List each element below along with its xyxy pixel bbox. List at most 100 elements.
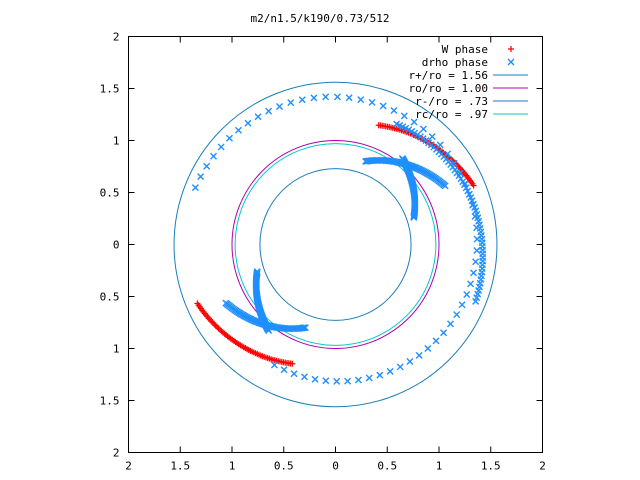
- drho-phase-point: [415, 351, 423, 359]
- chart-title: m2/n1.5/k190/0.73/512: [250, 12, 389, 25]
- circle-r: [259, 168, 412, 321]
- drho-phase-point: [365, 374, 373, 382]
- drho-phase-point: [419, 125, 427, 133]
- drho-phase-point: [406, 357, 414, 365]
- x-tick-label: 1.5: [481, 460, 501, 473]
- y-tick-label: 2: [113, 31, 120, 44]
- drho-phase-point: [354, 376, 362, 384]
- drho-phase-point: [467, 280, 475, 288]
- drho-phase-point: [225, 134, 233, 142]
- drho-phase-point: [400, 112, 408, 120]
- drho-phase-point: [203, 162, 211, 170]
- drho-phase-point: [473, 235, 481, 243]
- drho-phase-point: [386, 367, 394, 375]
- drho-phase-point: [458, 301, 466, 309]
- circle-rc: [234, 143, 437, 346]
- drho-phase-point: [444, 150, 452, 158]
- w-phase-point: [211, 321, 218, 328]
- drho-phase-point: [473, 246, 481, 254]
- drho-phase-point: [450, 159, 458, 167]
- drho-phase-point: [376, 371, 384, 379]
- drho-phase-point: [465, 190, 473, 198]
- y-tick-label: 1: [113, 135, 120, 148]
- drho-phase-point: [280, 366, 288, 374]
- drho-phase-point: [396, 363, 404, 371]
- drho-phase-point: [234, 126, 242, 134]
- drho-phase-point: [270, 361, 278, 369]
- w-phase-point: [215, 325, 222, 332]
- drho-phase-point: [300, 373, 308, 381]
- drho-phase-point: [424, 344, 432, 352]
- drho-phase-point: [461, 180, 469, 188]
- y-tick-label: 0.5: [100, 291, 120, 304]
- drho-phase-point: [456, 169, 464, 177]
- legend-label: rc/ro = .97: [415, 108, 488, 121]
- drho-phase-point: [390, 107, 398, 115]
- drho-phase-point: [441, 182, 449, 190]
- drho-phase-point: [287, 99, 295, 107]
- legend-marker: [507, 58, 515, 66]
- x-tick-label: 1: [436, 460, 443, 473]
- x-tick-label: 0.5: [274, 460, 294, 473]
- drho-phase-point: [310, 94, 318, 102]
- drho-phase-point: [210, 152, 218, 160]
- w-phase-point: [214, 324, 221, 331]
- drho-phase-point: [265, 107, 273, 115]
- circle-r: [173, 81, 498, 408]
- drho-phase-point: [393, 120, 401, 128]
- drho-phase-point: [191, 184, 199, 192]
- drho-phase-point: [322, 377, 330, 385]
- w-phase-point: [209, 319, 216, 326]
- y-tick-label: 0.5: [100, 187, 120, 200]
- axis-ticks: 2 1.5 1 0.5 0 0.5 1 1.5 221.510.500.511.52: [100, 31, 546, 473]
- x-tick-label: 0.5: [377, 460, 397, 473]
- drho-phase-point: [440, 329, 448, 337]
- circle-ro: [231, 140, 440, 349]
- drho-phase-point: [244, 119, 252, 127]
- drho-phase-point: [222, 299, 230, 307]
- drho-phase-point: [333, 93, 341, 101]
- drho-phase-point: [311, 375, 319, 383]
- drho-phase-point: [276, 102, 284, 110]
- reference-circles: [173, 81, 498, 408]
- drho-phase-point: [436, 141, 444, 149]
- legend-marker: [508, 46, 514, 52]
- drho-phase-point: [398, 154, 406, 162]
- drho-phase-point: [470, 269, 478, 277]
- x-tick-label: 1: [229, 460, 236, 473]
- legend-label: r+/ro = 1.56: [409, 69, 488, 82]
- drho-phase-point: [290, 370, 298, 378]
- drho-phase-point: [217, 143, 225, 151]
- y-tick-label: 1: [113, 343, 120, 356]
- drho-phase-point: [368, 98, 376, 106]
- data-points: [191, 93, 487, 385]
- legend-label: W phase: [442, 43, 488, 56]
- drho-phase-point: [469, 201, 477, 209]
- drho-phase-point: [298, 96, 306, 104]
- y-tick-label: 0: [113, 239, 120, 252]
- legend-label: ro/ro = 1.00: [409, 82, 488, 95]
- drho-phase-point: [472, 258, 480, 266]
- drho-phase-point: [357, 96, 365, 104]
- x-tick-label: 0: [332, 460, 339, 473]
- y-tick-label: 2: [113, 447, 120, 460]
- x-tick-label: 1.5: [170, 460, 190, 473]
- w-phase-point: [375, 122, 382, 129]
- drho-phase-point: [379, 102, 387, 110]
- drho-phase-point: [322, 93, 330, 101]
- y-tick-label: 1.5: [100, 83, 120, 96]
- drho-phase-point: [432, 337, 440, 345]
- w-phase-point: [212, 322, 219, 329]
- legend-label: r-/ro = .73: [415, 95, 488, 108]
- drho-phase-point: [254, 113, 262, 121]
- drho-phase-point: [446, 320, 454, 328]
- legend-label: drho phase: [422, 56, 488, 69]
- drho-phase-point: [345, 94, 353, 102]
- drho-phase-point: [428, 133, 436, 141]
- drho-phase-point: [473, 224, 481, 232]
- drho-phase-point: [333, 377, 341, 385]
- x-tick-label: 2: [125, 460, 132, 473]
- drho-phase-point: [344, 377, 352, 385]
